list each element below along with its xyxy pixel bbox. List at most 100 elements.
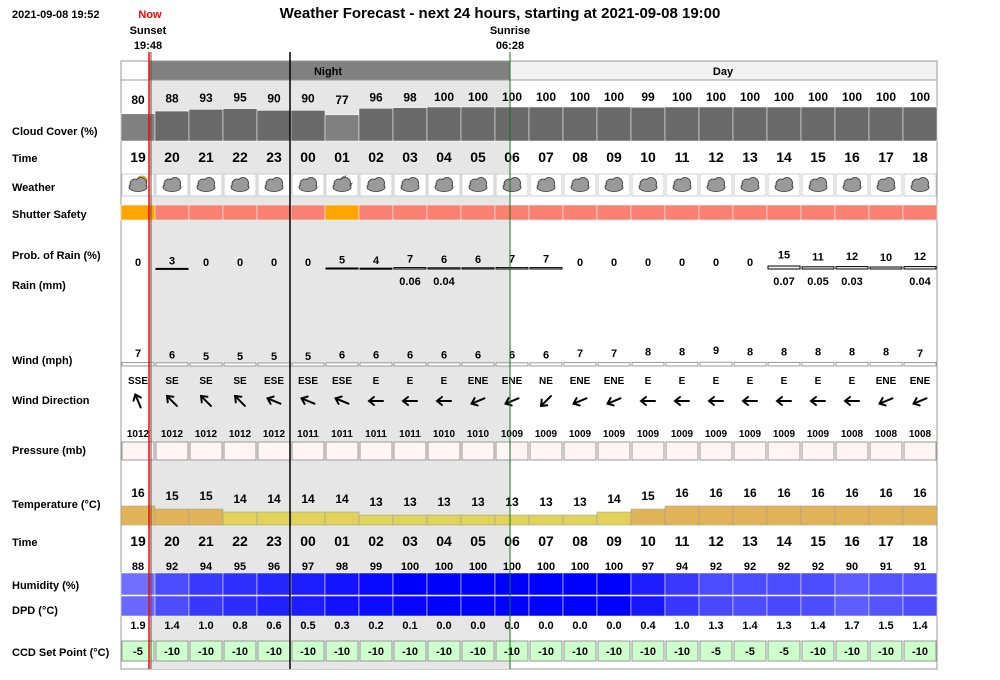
humidity-cell <box>766 572 802 596</box>
wind-arrow-icon <box>367 396 384 406</box>
wind-value: 8 <box>815 347 821 359</box>
time-label: 14 <box>776 533 792 549</box>
dpd-value: 1.3 <box>776 620 791 632</box>
time-label: 21 <box>198 149 214 165</box>
ccd-value: -10 <box>368 646 384 658</box>
temperature-bar <box>358 514 394 526</box>
dpd-cell <box>800 595 836 617</box>
cloud-bar <box>256 110 292 142</box>
wind-bar <box>427 362 461 367</box>
ccd-cell <box>393 640 427 662</box>
shutter-cell <box>562 204 598 221</box>
dpd-cell <box>392 595 428 617</box>
sunset-time: 19:48 <box>134 40 162 52</box>
dpd-value: 0.2 <box>368 620 383 632</box>
temperature-bar <box>528 514 564 526</box>
pressure-value: 1012 <box>161 429 184 440</box>
time-label: 19 <box>130 533 146 549</box>
ccd-cell <box>427 640 461 662</box>
time-label: 02 <box>368 149 384 165</box>
cloud-value: 98 <box>403 90 417 104</box>
rain-prob-value: 0 <box>237 257 243 269</box>
pressure-value: 1009 <box>535 429 558 440</box>
humidity-cell <box>358 572 394 596</box>
time-label: 13 <box>742 533 758 549</box>
ccd-cell <box>903 640 937 662</box>
ccd-value: -5 <box>133 646 143 658</box>
wind-dir-label: E <box>747 376 754 387</box>
pressure-value: 1009 <box>807 429 830 440</box>
temperature-bar <box>868 505 904 526</box>
temperature-value: 14 <box>607 492 621 506</box>
rain-prob-bar <box>393 267 427 270</box>
wind-dir-label: E <box>373 376 380 387</box>
wind-arrow-icon <box>539 395 552 408</box>
time-label: 20 <box>164 149 180 165</box>
humidity-cell <box>698 572 734 596</box>
humidity-cell <box>426 572 462 596</box>
rain-prob-value: 0 <box>271 257 277 269</box>
wind-value: 8 <box>883 347 889 359</box>
ccd-value: -10 <box>198 646 214 658</box>
wind-dir-label: SE <box>199 376 213 387</box>
wind-value: 6 <box>169 350 175 362</box>
dpd-cell <box>494 595 530 617</box>
row-label-rain-prob: Prob. of Rain (%) <box>12 250 101 262</box>
time-label: 23 <box>266 149 282 165</box>
time-label: 20 <box>164 533 180 549</box>
time-label: 23 <box>266 533 282 549</box>
wind-bar <box>563 362 597 367</box>
shutter-cell <box>392 204 428 221</box>
wind-value: 7 <box>135 348 141 360</box>
temperature-value: 15 <box>199 489 213 503</box>
temperature-value: 16 <box>131 486 145 500</box>
wind-value: 7 <box>611 348 617 360</box>
humidity-value: 100 <box>571 561 589 573</box>
wind-value: 6 <box>441 350 447 362</box>
rain-prob-value: 0 <box>611 257 617 269</box>
time-label: 01 <box>334 533 350 549</box>
pressure-value: 1012 <box>195 429 218 440</box>
wind-arrow-icon <box>470 397 486 407</box>
pressure-cell <box>291 441 325 461</box>
dpd-cell <box>358 595 394 617</box>
cloud-value: 100 <box>706 90 726 104</box>
rain-prob-bar <box>869 266 903 270</box>
partly-cloudy-icon <box>128 175 148 192</box>
chart-title: Weather Forecast - next 24 hours, starti… <box>280 5 721 22</box>
ccd-cell <box>189 640 223 662</box>
dpd-value: 1.4 <box>742 620 758 632</box>
temperature-value: 14 <box>233 492 247 506</box>
temperature-bar <box>562 514 598 526</box>
wind-bar <box>257 362 291 367</box>
dpd-value: 1.4 <box>164 620 180 632</box>
pressure-cell <box>597 441 631 461</box>
temperature-bar <box>664 505 700 526</box>
humidity-cell <box>256 572 292 596</box>
dpd-cell <box>324 595 360 617</box>
dpd-cell <box>834 595 870 617</box>
rain-mm-value: 0.04 <box>433 276 455 288</box>
wind-dir-label: E <box>713 376 720 387</box>
humidity-cell <box>222 572 258 596</box>
rain-prob-value: 15 <box>778 250 790 262</box>
dpd-cell <box>528 595 564 617</box>
pressure-cell <box>325 441 359 461</box>
wind-bar <box>733 361 767 367</box>
wind-value: 8 <box>645 347 651 359</box>
rain-prob-value: 7 <box>407 254 413 266</box>
humidity-value: 98 <box>336 561 348 573</box>
humidity-cell <box>732 572 768 596</box>
ccd-value: -10 <box>640 646 656 658</box>
wind-value: 6 <box>543 350 549 362</box>
wind-arrow-icon <box>912 397 928 407</box>
ccd-cell <box>223 640 257 662</box>
row-label-wind-dir: Wind Direction <box>12 395 90 407</box>
rain-prob-bar <box>801 266 835 270</box>
wind-arrow-icon <box>606 397 622 407</box>
time-label: 14 <box>776 149 792 165</box>
ccd-cell <box>801 640 835 662</box>
pressure-cell <box>699 441 733 461</box>
temperature-bar <box>290 511 326 526</box>
wind-value: 8 <box>679 347 685 359</box>
